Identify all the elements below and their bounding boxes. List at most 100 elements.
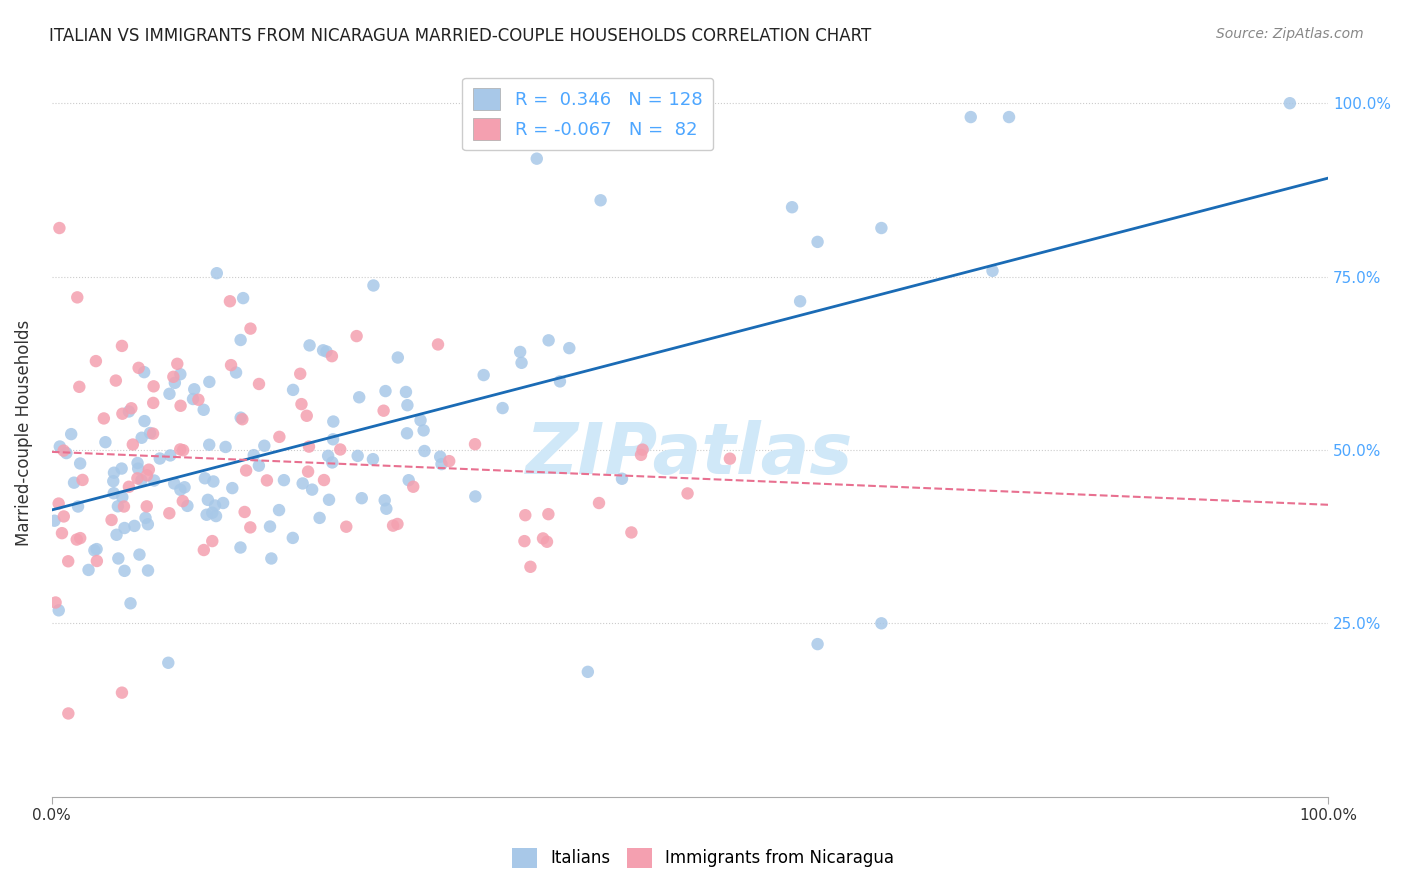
Point [212,496,235,510]
Point [128,548,150,562]
Point [52,443,75,458]
Point [187,392,209,407]
Point [519,559,541,574]
Point [260,551,283,566]
Point [298,338,321,352]
Point [49,440,72,454]
Point [239,321,262,335]
Point [121,437,143,451]
Point [135,500,157,514]
Point [136,468,159,483]
Point [558,341,581,355]
Point [197,492,219,507]
Point [107,551,129,566]
Point [316,449,339,463]
Point [718,451,741,466]
Point [437,454,460,468]
Point [870,616,893,631]
Point [183,382,205,396]
Point [172,494,194,508]
Point [491,401,513,415]
Point [169,442,191,457]
Point [118,480,141,494]
Point [63,475,86,490]
Point [430,457,453,471]
Point [513,534,536,549]
Point [225,366,247,380]
Point [229,410,252,425]
Point [291,476,314,491]
Point [981,264,1004,278]
Point [373,403,395,417]
Point [143,474,166,488]
Point [429,450,451,464]
Point [103,486,125,500]
Point [350,491,373,506]
Point [58,706,80,721]
Point [198,438,221,452]
Point [193,402,215,417]
Point [509,345,531,359]
Point [100,513,122,527]
Legend: R =  0.346   N = 128, R = -0.067   N =  82: R = 0.346 N = 128, R = -0.067 N = 82 [463,78,713,151]
Point [789,294,811,309]
Point [111,490,134,504]
Point [111,339,134,353]
Point [395,426,418,441]
Point [589,194,612,208]
Point [464,437,486,451]
Point [105,528,128,542]
Point [531,532,554,546]
Point [219,294,242,309]
Point [630,448,652,462]
Point [118,404,141,418]
Point [464,490,486,504]
Legend: Italians, Immigrants from Nicaragua: Italians, Immigrants from Nicaragua [505,841,901,875]
Point [346,329,368,343]
Point [44,514,66,528]
Point [172,443,194,458]
Point [290,397,312,411]
Point [162,369,184,384]
Point [321,455,343,469]
Text: ITALIAN VS IMMIGRANTS FROM NICARAGUA MARRIED-COUPLE HOUSEHOLDS CORRELATION CHART: ITALIAN VS IMMIGRANTS FROM NICARAGUA MAR… [49,27,872,45]
Point [235,463,257,477]
Point [398,473,420,487]
Point [281,383,304,397]
Point [1278,96,1301,111]
Point [169,483,191,497]
Point [114,564,136,578]
Point [52,509,75,524]
Point [138,463,160,477]
Point [127,461,149,475]
Point [312,473,335,487]
Point [69,457,91,471]
Point [315,344,337,359]
Point [526,152,548,166]
Point [67,500,90,514]
Point [139,425,162,440]
Point [205,266,228,280]
Point [166,357,188,371]
Point [247,458,270,473]
Point [427,337,450,351]
Point [127,471,149,485]
Point [51,526,73,541]
Point [120,596,142,610]
Point [163,476,186,491]
Point [135,511,157,525]
Point [232,291,254,305]
Point [103,466,125,480]
Point [290,367,312,381]
Point [219,358,242,372]
Point [159,449,181,463]
Point [111,461,134,475]
Point [318,492,340,507]
Point [412,423,434,437]
Point [103,474,125,488]
Point [259,519,281,533]
Point [239,520,262,534]
Point [297,465,319,479]
Point [181,392,204,406]
Point [202,475,225,489]
